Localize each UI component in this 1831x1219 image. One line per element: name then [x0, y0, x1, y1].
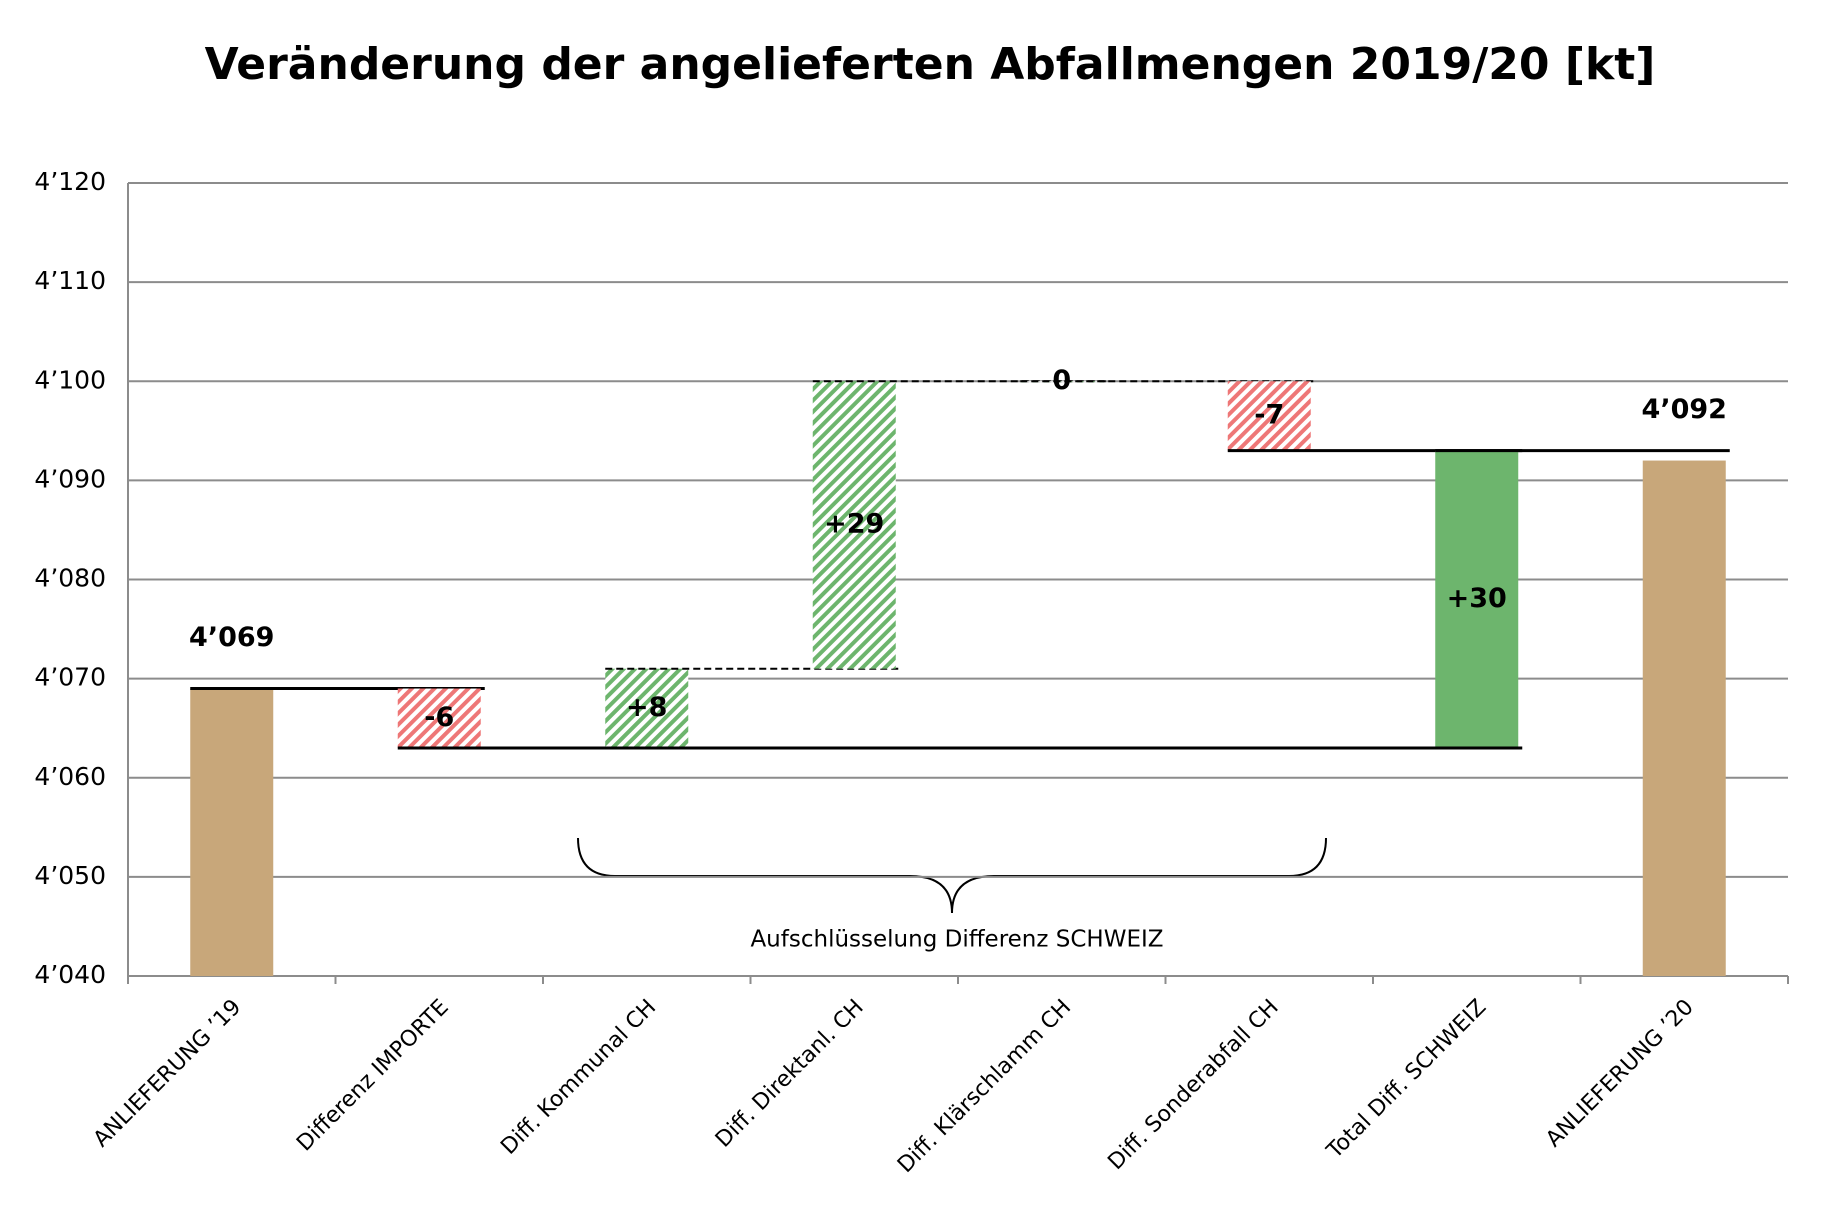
y-tick-label: 4’060 — [34, 762, 106, 791]
value-label: -7 — [1254, 399, 1284, 430]
x-tick-label: ANLIEFERUNG ’20 — [1541, 995, 1698, 1152]
bar — [1227, 381, 1311, 451]
x-tick-label: Diff. Sonderabfall CH — [1103, 995, 1283, 1175]
x-tick-label: Diff. Direktanl. CH — [711, 995, 869, 1153]
value-label: 4’092 — [1642, 394, 1727, 425]
annotation: Aufschlüsselung Differenz SCHWEIZ — [750, 927, 1163, 953]
y-tick-label: 4’050 — [34, 861, 106, 890]
y-tick-label: 4’100 — [34, 365, 106, 394]
y-tick-label: 4’040 — [34, 960, 106, 989]
value-label: 0 — [1052, 365, 1071, 396]
bar — [190, 688, 274, 976]
bar — [1020, 381, 1104, 383]
chart-title: Veränderung der angelieferten Abfallmeng… — [205, 39, 1656, 90]
x-tick-label: Differenz IMPORTE — [292, 995, 454, 1157]
x-tick-label: ANLIEFERUNG ’19 — [89, 995, 246, 1152]
bar — [812, 381, 896, 669]
x-tick-label: Total Diff. SCHWEIZ — [1322, 995, 1491, 1164]
bar — [605, 668, 689, 749]
y-tick-label: 4’120 — [34, 167, 106, 196]
value-label: -6 — [424, 702, 454, 733]
value-label: +8 — [626, 692, 667, 723]
x-tick-label: Diff. Klärschlamm CH — [893, 995, 1076, 1178]
x-tick-label: Diff. Kommunal CH — [496, 995, 661, 1160]
bar — [1435, 450, 1519, 749]
bar — [397, 688, 481, 749]
value-label: +30 — [1447, 583, 1507, 614]
brace — [577, 837, 1327, 914]
y-tick-label: 4’080 — [34, 564, 106, 593]
value-label: 4’069 — [189, 622, 274, 653]
y-tick-label: 4’070 — [34, 663, 106, 692]
y-tick-label: 4’090 — [34, 464, 106, 493]
value-label: +29 — [824, 508, 884, 539]
bar — [1642, 460, 1726, 976]
y-tick-label: 4’110 — [34, 266, 106, 295]
